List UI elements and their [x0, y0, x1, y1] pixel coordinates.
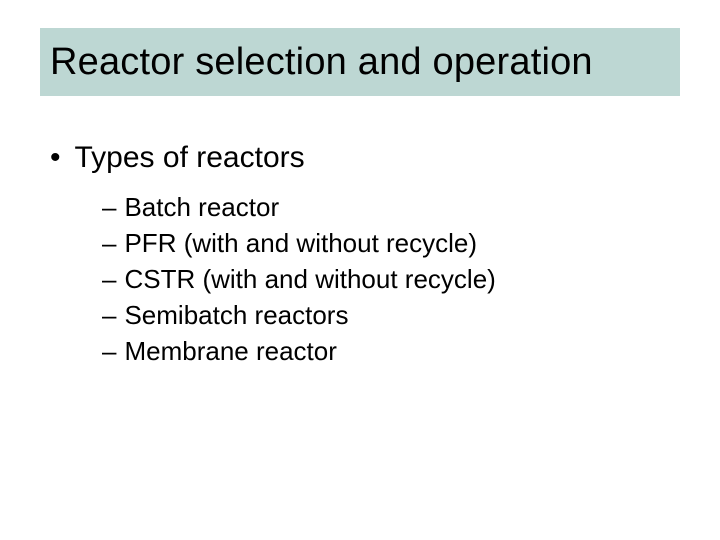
- dash-icon: –: [102, 190, 116, 224]
- sub-item-text: PFR (with and without recycle): [124, 226, 477, 260]
- list-item: – Membrane reactor: [102, 334, 684, 368]
- list-item: – PFR (with and without recycle): [102, 226, 684, 260]
- sub-list: – Batch reactor – PFR (with and without …: [102, 190, 684, 368]
- dash-icon: –: [102, 226, 116, 260]
- sub-item-text: CSTR (with and without recycle): [124, 262, 495, 296]
- sub-item-text: Batch reactor: [124, 190, 279, 224]
- dash-icon: –: [102, 334, 116, 368]
- dash-icon: –: [102, 262, 116, 296]
- slide-content: • Types of reactors – Batch reactor – PF…: [44, 140, 684, 370]
- bullet-text: Types of reactors: [75, 140, 305, 176]
- list-item: – Semibatch reactors: [102, 298, 684, 332]
- sub-item-text: Membrane reactor: [124, 334, 336, 368]
- sub-item-text: Semibatch reactors: [124, 298, 348, 332]
- bullet-item: • Types of reactors: [44, 140, 684, 176]
- bullet-marker: •: [50, 140, 61, 176]
- slide-title: Reactor selection and operation: [50, 41, 593, 84]
- list-item: – Batch reactor: [102, 190, 684, 224]
- list-item: – CSTR (with and without recycle): [102, 262, 684, 296]
- title-band: Reactor selection and operation: [40, 28, 680, 96]
- dash-icon: –: [102, 298, 116, 332]
